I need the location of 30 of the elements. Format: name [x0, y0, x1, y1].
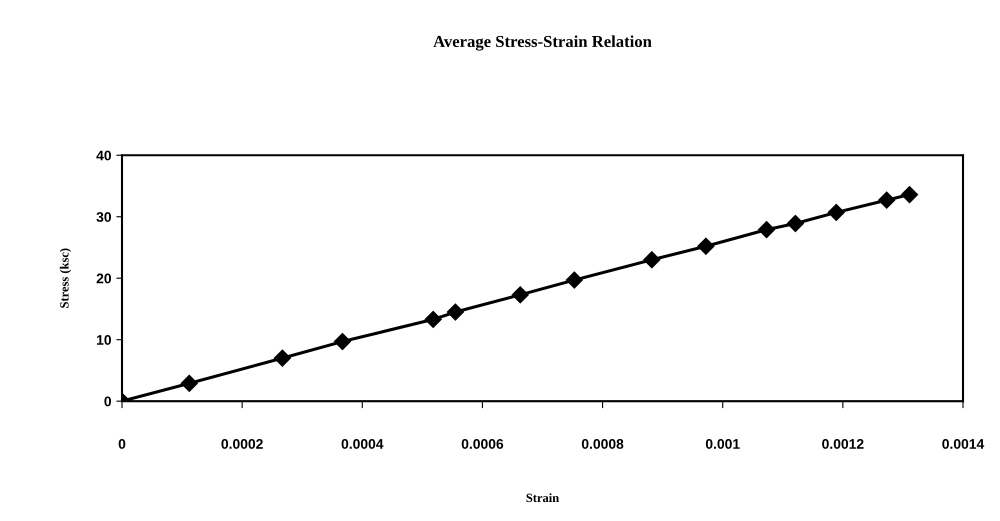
y-axis-title: Stress (ksc): [60, 248, 72, 308]
point: [274, 350, 291, 367]
point: [446, 303, 464, 321]
x-axis-title: Strain: [526, 493, 559, 502]
point: [758, 221, 776, 238]
point: [512, 286, 529, 304]
y-tick-label: 0: [104, 396, 112, 406]
point: [334, 332, 352, 350]
point: [566, 272, 583, 289]
chart-title: Average Stress-Strain Relation: [433, 35, 652, 51]
point: [878, 192, 896, 209]
point: [828, 204, 845, 221]
point: [424, 310, 442, 328]
y-tick-label: 30: [96, 212, 112, 222]
x-tick-label: 0.001: [706, 439, 740, 449]
x-tick-label: 0.0012: [822, 439, 864, 449]
point: [697, 238, 714, 255]
x-tick-label: 0: [118, 439, 126, 449]
point: [900, 186, 918, 204]
point: [786, 214, 804, 232]
y-tick-label: 40: [96, 150, 112, 160]
point: [643, 251, 660, 268]
x-tick-label: 0.0006: [462, 439, 504, 449]
x-tick-label: 0.0008: [582, 439, 624, 449]
point: [180, 374, 198, 392]
x-tick-label: 0.0004: [342, 439, 384, 449]
y-tick-label: 20: [96, 274, 112, 284]
y-tick-label: 10: [97, 335, 112, 345]
x-tick-label: 0.0002: [221, 439, 263, 449]
x-tick-label: 0.0014: [942, 439, 984, 449]
